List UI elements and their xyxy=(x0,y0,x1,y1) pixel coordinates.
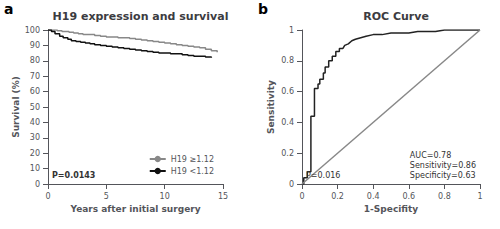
svg-text:ROC Curve: ROC Curve xyxy=(363,10,429,23)
svg-text:70: 70 xyxy=(30,72,40,81)
svg-text:0: 0 xyxy=(35,180,40,189)
svg-text:15: 15 xyxy=(218,192,228,201)
svg-text:Survival (%): Survival (%) xyxy=(11,76,21,138)
svg-text:0.8: 0.8 xyxy=(438,192,451,201)
svg-text:1: 1 xyxy=(289,26,294,35)
svg-text:40: 40 xyxy=(30,118,40,127)
svg-text:0.2: 0.2 xyxy=(331,192,344,201)
svg-text:20: 20 xyxy=(30,149,40,158)
svg-text:Sensitivity: Sensitivity xyxy=(266,80,276,134)
svg-text:0.6: 0.6 xyxy=(281,87,294,96)
svg-text:100: 100 xyxy=(25,26,40,35)
svg-text:30: 30 xyxy=(30,133,40,142)
svg-text:1-Specifity: 1-Specifity xyxy=(364,204,418,214)
svg-text:10: 10 xyxy=(160,192,170,201)
svg-text:50: 50 xyxy=(30,103,40,112)
svg-text:10: 10 xyxy=(30,164,40,173)
svg-text:0.4: 0.4 xyxy=(281,118,294,127)
svg-text:AUC=0.78: AUC=0.78 xyxy=(410,151,451,160)
svg-text:90: 90 xyxy=(30,41,40,50)
svg-text:60: 60 xyxy=(30,87,40,96)
svg-text:a: a xyxy=(4,1,13,17)
svg-text:0.6: 0.6 xyxy=(402,192,415,201)
svg-text:80: 80 xyxy=(30,56,40,65)
svg-text:0.4: 0.4 xyxy=(367,192,380,201)
svg-text:H19 ≥1.12: H19 ≥1.12 xyxy=(171,155,214,164)
svg-text:0: 0 xyxy=(299,192,304,201)
svg-text:P=0.016: P=0.016 xyxy=(306,171,340,180)
svg-text:b: b xyxy=(258,1,268,17)
svg-text:0.2: 0.2 xyxy=(281,149,294,158)
svg-text:H19 expression and survival: H19 expression and survival xyxy=(53,10,229,23)
svg-text:Specificity=0.63: Specificity=0.63 xyxy=(410,171,476,180)
svg-text:0.8: 0.8 xyxy=(281,56,294,65)
svg-text:P=0.0143: P=0.0143 xyxy=(52,171,95,180)
svg-text:Sensitivity=0.86: Sensitivity=0.86 xyxy=(410,161,476,170)
svg-text:H19 <1.12: H19 <1.12 xyxy=(171,167,214,176)
svg-text:5: 5 xyxy=(104,192,109,201)
svg-text:0: 0 xyxy=(45,192,50,201)
svg-text:0: 0 xyxy=(289,180,294,189)
svg-text:1: 1 xyxy=(477,192,482,201)
svg-text:Years after initial surgery: Years after initial surgery xyxy=(69,204,200,214)
